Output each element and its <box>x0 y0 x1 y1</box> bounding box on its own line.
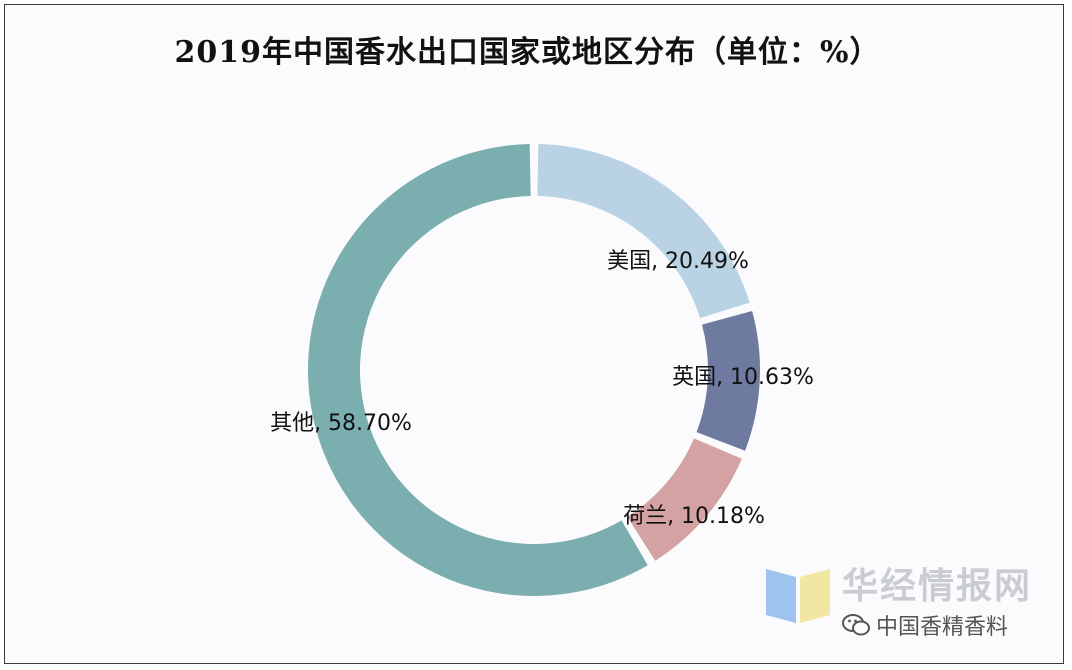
watermark-logo-icon <box>766 569 830 623</box>
watermark-wechat: 中国香精香料 <box>842 609 1008 641</box>
slice-label-其他: 其他, 58.70% <box>270 411 412 436</box>
watermark: 华经情报网 中国香精香料 <box>762 553 1062 653</box>
slice-英国 <box>696 310 760 451</box>
watermark-wechat-label: 中国香精香料 <box>876 615 1009 640</box>
wechat-icon <box>842 614 870 636</box>
watermark-site-name: 华经情报网 <box>842 566 1033 607</box>
slice-label-荷兰: 荷兰, 10.18% <box>623 504 765 529</box>
slice-其他 <box>308 144 648 596</box>
slice-荷兰 <box>627 438 742 561</box>
slice-美国 <box>537 144 750 319</box>
chart-title: 2019年中国香水出口国家或地区分布（单位：%） <box>174 35 881 70</box>
slice-label-美国: 美国, 20.49% <box>607 249 749 274</box>
slice-label-英国: 英国, 10.63% <box>672 365 814 390</box>
